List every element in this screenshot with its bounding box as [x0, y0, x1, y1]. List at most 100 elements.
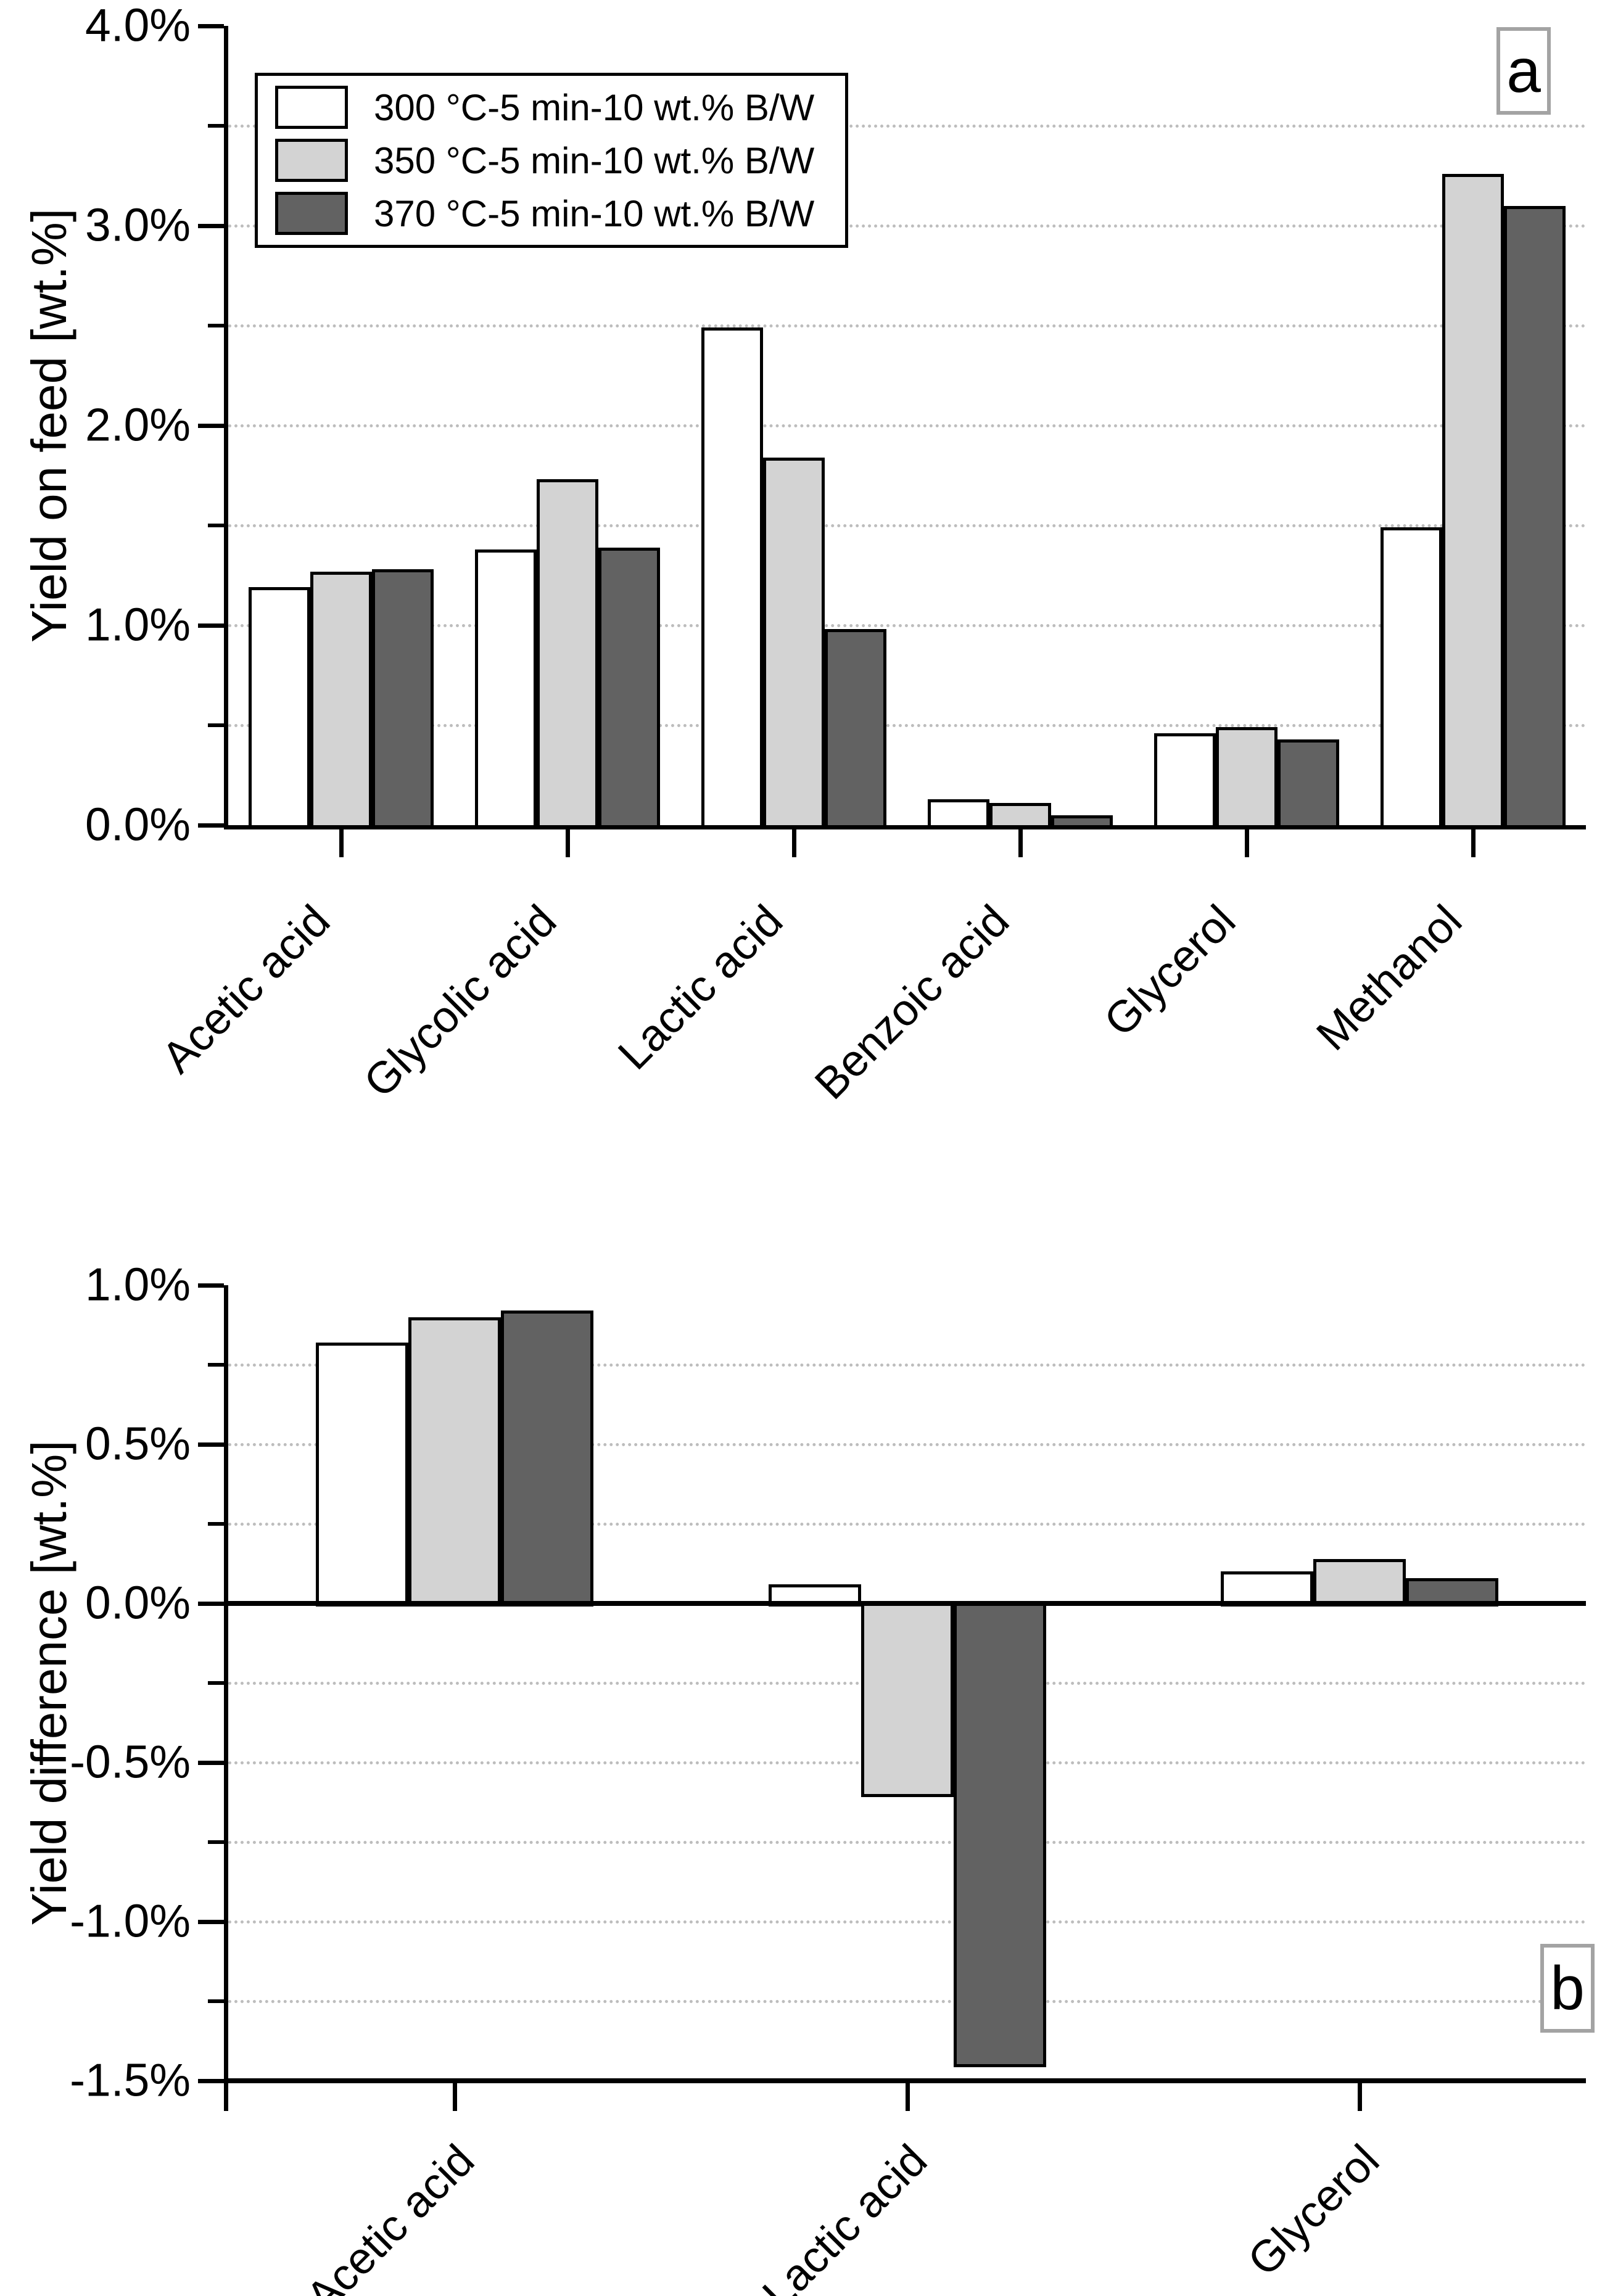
panel-a-ytick-label-0: 0.0%	[85, 798, 191, 850]
panel-a-gridline-3	[228, 224, 1586, 228]
panel-a-ytick-label-2: 2.0%	[85, 398, 191, 451]
panel-a-xtick-lactic-acid	[792, 829, 797, 857]
panel-a-legend-row-1: 350 °C-5 min-10 wt.% B/W	[275, 139, 845, 182]
panel-a-gridline-2p5	[228, 324, 1586, 327]
panel-a-bar-glycolic-acid-370-c	[598, 547, 661, 828]
panel-a-gridline-3p5	[228, 125, 1586, 128]
panel-a-legend-label-2: 370 °C-5 min-10 wt.% B/W	[374, 192, 815, 234]
panel-b-category-label-lactic-acid: Lactic acid	[753, 2135, 936, 2296]
panel-b-y-axis-title: Yield difference [wt.%]	[22, 1440, 76, 1926]
panel-b-ytick-major-1	[198, 1442, 224, 1447]
panel-a-bar-glycerol-300-c	[1154, 733, 1216, 828]
panel-b-ytick-major-3	[198, 1761, 224, 1765]
panel-a-x-axis-spine	[224, 825, 1586, 829]
panel-b-ytick-label-3: -0.5%	[70, 1735, 191, 1788]
panel-b-ytick-minor-1	[208, 1522, 224, 1526]
panel-b-label-letter: b	[1550, 1953, 1585, 2023]
panel-a-bar-acetic-acid-350-c	[310, 571, 373, 828]
panel-b-ytick-label-2: 0.0%	[85, 1576, 191, 1629]
panel-b-bar-lactic-acid-370-c	[953, 1602, 1046, 2068]
panel-a-bar-acetic-acid-300-c	[249, 587, 311, 828]
panel-b-ytick-major-0	[198, 1283, 224, 1288]
panel-a-legend-label-1: 350 °C-5 min-10 wt.% B/W	[374, 139, 815, 181]
panel-a-gridline-1p5	[228, 524, 1586, 527]
panel-b-y-axis-spine	[224, 1285, 228, 2085]
panel-b-gridline--1p25	[228, 2000, 1586, 2003]
panel-a-label-box: a	[1496, 27, 1551, 115]
panel-b-zero-line	[228, 1601, 1586, 1606]
panel-a-ytick-major-4	[198, 24, 224, 28]
panel-a-bar-methanol-370-c	[1503, 205, 1566, 828]
panel-a-ytick-major-2	[198, 424, 224, 428]
panel-b-bar-lactic-acid-350-c	[861, 1602, 954, 1797]
panel-a-bar-lactic-acid-370-c	[825, 629, 887, 828]
panel-b-xtick-acetic-acid	[452, 2083, 457, 2111]
panel-b-ytick-label-4: -1.0%	[70, 1895, 191, 1947]
panel-b-ytick-major-4	[198, 1920, 224, 1924]
panel-a-category-label-lactic-acid: Lactic acid	[609, 895, 793, 1079]
panel-b-gridline--1	[228, 1920, 1586, 1924]
panel-a-ytick-major-1	[198, 623, 224, 628]
panel-a-xtick-acetic-acid	[339, 829, 344, 857]
panel-a-ytick-label-4: 4.0%	[85, 0, 191, 51]
panel-a-bar-lactic-acid-350-c	[763, 457, 825, 828]
panel-b-ytick-minor-0	[208, 1363, 224, 1367]
panel-a-ytick-label-3: 3.0%	[85, 199, 191, 251]
panel-a-y-axis-spine	[224, 26, 228, 829]
panel-b-gridline-0p5	[228, 1443, 1586, 1446]
panel-b-category-label-acetic-acid: Acetic acid	[297, 2135, 484, 2296]
panel-a-category-label-glycolic-acid: Glycolic acid	[355, 895, 566, 1108]
panel-b-xtick-glycerol	[1358, 2083, 1363, 2111]
panel-b-ytick-label-5: -1.5%	[70, 2054, 191, 2106]
panel-a-bar-lactic-acid-300-c	[701, 327, 764, 828]
panel-b-bar-acetic-acid-300-c	[315, 1342, 408, 1607]
panel-a-ytick-minor-3	[208, 124, 224, 128]
panel-b-ytick-minor-2	[208, 1681, 224, 1685]
panel-a-gridline-1	[228, 624, 1586, 627]
panel-a-legend-swatch-icon-1	[275, 139, 348, 182]
panel-b-ytick-label-1: 0.5%	[85, 1417, 191, 1470]
panel-b-ytick-major-5	[198, 2079, 224, 2083]
panel-b-label-box: b	[1540, 1944, 1595, 2033]
panel-b-ytick-minor-4	[208, 1999, 224, 2003]
panel-a-gridline-2	[228, 424, 1586, 427]
panel-a-bar-glycolic-acid-300-c	[475, 549, 537, 828]
panel-b-gridline--0p75	[228, 1841, 1586, 1844]
panel-a-bar-benzoic-acid-300-c	[927, 799, 989, 828]
panel-a-gridline-0p5	[228, 724, 1586, 727]
panel-b-x-axis-end-tick	[224, 2083, 228, 2111]
panel-a-ytick-minor-0	[208, 723, 224, 727]
panel-b-x-axis-spine	[224, 2078, 1586, 2083]
panel-b-gridline-0p75	[228, 1364, 1586, 1367]
panel-a-bar-glycolic-acid-350-c	[537, 479, 599, 828]
panel-b-category-label-glycerol: Glycerol	[1239, 2135, 1389, 2286]
panel-b-bar-acetic-acid-370-c	[500, 1311, 593, 1607]
panel-a-ytick-major-0	[198, 823, 224, 828]
panel-a-legend: 300 °C-5 min-10 wt.% B/W 350 °C-5 min-10 …	[255, 73, 848, 248]
panel-a-xtick-benzoic-acid	[1018, 829, 1023, 857]
panel-b-gridline-0p25	[228, 1523, 1586, 1526]
panel-a-bar-methanol-300-c	[1380, 527, 1442, 828]
panel-a-bar-methanol-350-c	[1442, 173, 1504, 828]
panel-a-xtick-glycerol	[1244, 829, 1249, 857]
panel-a-legend-row-0: 300 °C-5 min-10 wt.% B/W	[275, 86, 845, 129]
panel-a-xtick-methanol	[1471, 829, 1476, 857]
panel-a-ytick-major-3	[198, 224, 224, 228]
panel-a-xtick-glycolic-acid	[566, 829, 571, 857]
panel-a-y-axis-title: Yield on feed [wt.%]	[22, 208, 76, 643]
panel-a-label-letter: a	[1506, 36, 1541, 105]
panel-a-category-label-glycerol: Glycerol	[1094, 895, 1245, 1046]
panel-b-ytick-label-0: 1.0%	[85, 1258, 191, 1311]
panel-a-legend-label-0: 300 °C-5 min-10 wt.% B/W	[374, 86, 815, 128]
panel-a-legend-swatch-icon-0	[275, 86, 348, 129]
panel-a-ytick-minor-1	[208, 524, 224, 527]
panel-b-ytick-minor-3	[208, 1840, 224, 1844]
panel-a-category-label-benzoic-acid: Benzoic acid	[805, 895, 1019, 1109]
panel-a-legend-swatch-icon-2	[275, 192, 348, 235]
panel-b-bar-acetic-acid-350-c	[408, 1317, 501, 1607]
panel-b-ytick-major-2	[198, 1602, 224, 1606]
panel-a-bar-glycerol-370-c	[1277, 739, 1339, 828]
panel-a-bar-benzoic-acid-350-c	[989, 803, 1051, 828]
panel-b-bar-glycerol-350-c	[1313, 1558, 1406, 1607]
